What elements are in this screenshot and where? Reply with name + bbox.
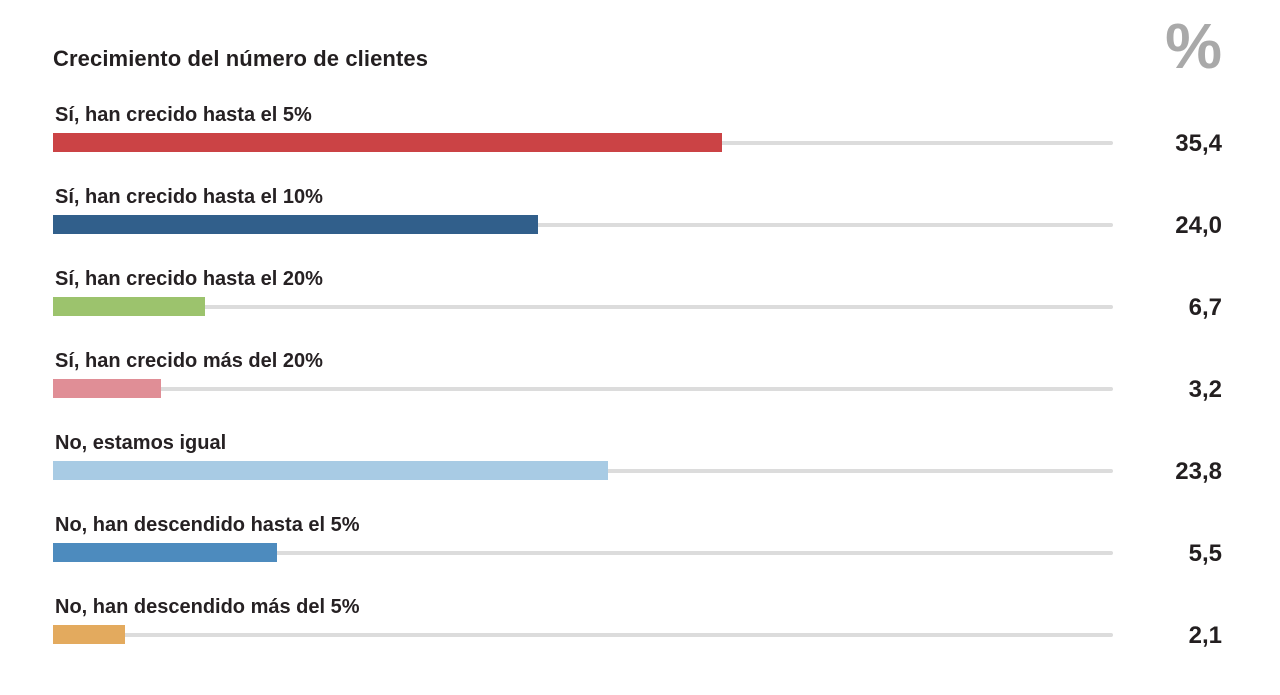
chart-title: Crecimiento del número de clientes: [53, 46, 429, 71]
bar-row: No, han descendido más del 5% 2,1: [53, 595, 1222, 649]
bar-track: [53, 305, 1113, 309]
bar-row-label: Sí, han crecido hasta el 20%: [55, 268, 323, 290]
bar-row-label: Sí, han crecido hasta el 5%: [55, 104, 312, 126]
bar-track-area: 23,8: [53, 458, 1222, 485]
bar-track-area: 24,0: [53, 212, 1222, 239]
bar-row: Sí, han crecido más del 20% 3,2: [53, 349, 1222, 403]
bar-row: Sí, han crecido hasta el 20% 6,7: [53, 267, 1222, 321]
bar-value-label: 2,1: [1188, 622, 1222, 649]
bar-segment: [53, 133, 722, 152]
bar-segment: [53, 625, 126, 644]
bar-segment: [53, 379, 161, 398]
bar-track-area: 3,2: [53, 376, 1222, 403]
bar-track-area: 6,7: [53, 294, 1222, 321]
bar-row-label: Sí, han crecido hasta el 10%: [55, 186, 323, 208]
bar-value-label: 35,4: [1175, 130, 1222, 157]
bar-value-label: 24,0: [1175, 212, 1222, 239]
bar-track: [53, 387, 1113, 391]
bar-segment: [53, 461, 609, 480]
bar-segment: [53, 543, 278, 562]
bar-value-label: 23,8: [1175, 458, 1222, 485]
bar-row-label: No, estamos igual: [55, 432, 227, 454]
bar-track-area: 2,1: [53, 622, 1222, 649]
bar-track-area: 5,5: [53, 540, 1222, 567]
bar-row-label: No, han descendido hasta el 5%: [55, 514, 360, 536]
bar-row: No, estamos igual 23,8: [53, 431, 1222, 485]
bar-value-label: 3,2: [1188, 376, 1222, 403]
bar-value-label: 5,5: [1188, 540, 1222, 567]
bar-row: Sí, han crecido hasta el 10% 24,0: [53, 185, 1222, 239]
bar-track: [53, 223, 1113, 227]
bar-row-label: Sí, han crecido más del 20%: [55, 350, 323, 372]
bar-row: No, han descendido hasta el 5% 5,5: [53, 513, 1222, 567]
bar-track: [53, 633, 1113, 637]
bar-value-label: 6,7: [1188, 294, 1222, 321]
bar-track: [53, 551, 1113, 555]
bar-track-area: 35,4: [53, 130, 1222, 157]
bar-row-label: No, han descendido más del 5%: [55, 596, 360, 618]
bar-row: Sí, han crecido hasta el 5% 35,4: [53, 103, 1222, 157]
bar-segment: [53, 215, 539, 234]
percent-unit-symbol: %: [1165, 10, 1222, 82]
bar-segment: [53, 297, 205, 316]
